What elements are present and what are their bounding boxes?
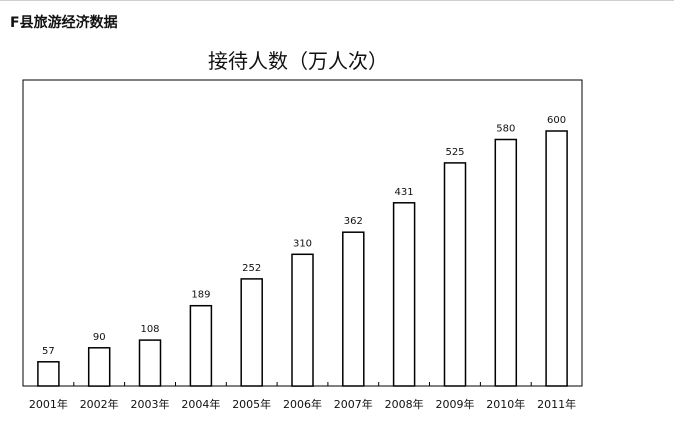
bar-2010年 — [494, 138, 518, 387]
bar-value-label: 252 — [242, 263, 261, 274]
x-tick-label: 2008年 — [385, 397, 424, 411]
bar-2007年 — [342, 231, 365, 387]
x-tick-label: 2007年 — [334, 397, 373, 411]
bar-2009年 — [443, 162, 467, 387]
bar-2011年 — [545, 130, 568, 387]
x-tick-label: 2010年 — [486, 397, 525, 411]
bar-value-label: 90 — [93, 332, 106, 343]
bar-value-label: 600 — [547, 115, 566, 126]
bar-value-label: 310 — [293, 238, 312, 249]
bar-2005年 — [240, 278, 263, 387]
bar-value-label: 189 — [191, 290, 210, 301]
bar-2008年 — [392, 202, 416, 387]
bar-labels-group: 57 90 108 189 252 310 362 431 525 580 600 — [42, 115, 566, 357]
bar-value-label: 580 — [496, 124, 515, 135]
bar-2001年 — [37, 361, 60, 387]
x-tick-label: 2006年 — [283, 397, 322, 411]
bar-2003年 — [138, 339, 162, 387]
x-tick-label: 2004年 — [181, 397, 220, 411]
x-tick-label: 2009年 — [436, 397, 475, 411]
bar-2002年 — [87, 347, 111, 387]
category-labels-group: 2001年 2002年 2003年 2004年 2005年 2006年 2007年 2008年… — [29, 397, 576, 411]
x-tick-label: 2011年 — [537, 397, 576, 411]
top-border-line — [0, 0, 674, 1]
bar-value-label: 362 — [344, 216, 363, 227]
chart-title: 接待人数（万人次） — [208, 49, 388, 73]
page-heading: F县旅游经济数据 — [10, 15, 118, 31]
x-tick-label: 2005年 — [232, 397, 271, 411]
x-axis-ticks — [73, 382, 532, 386]
x-tick-label: 2001年 — [29, 397, 68, 411]
bar-value-label: 431 — [395, 187, 414, 198]
x-tick-label: 2003年 — [131, 397, 170, 411]
bar-2004年 — [189, 304, 213, 387]
bar-value-label: 108 — [140, 324, 159, 335]
bars-group — [37, 130, 568, 387]
bar-value-label: 525 — [445, 147, 464, 158]
bar-2006年 — [291, 253, 314, 387]
x-tick-label: 2002年 — [80, 397, 119, 411]
bar-value-label: 57 — [42, 346, 55, 357]
